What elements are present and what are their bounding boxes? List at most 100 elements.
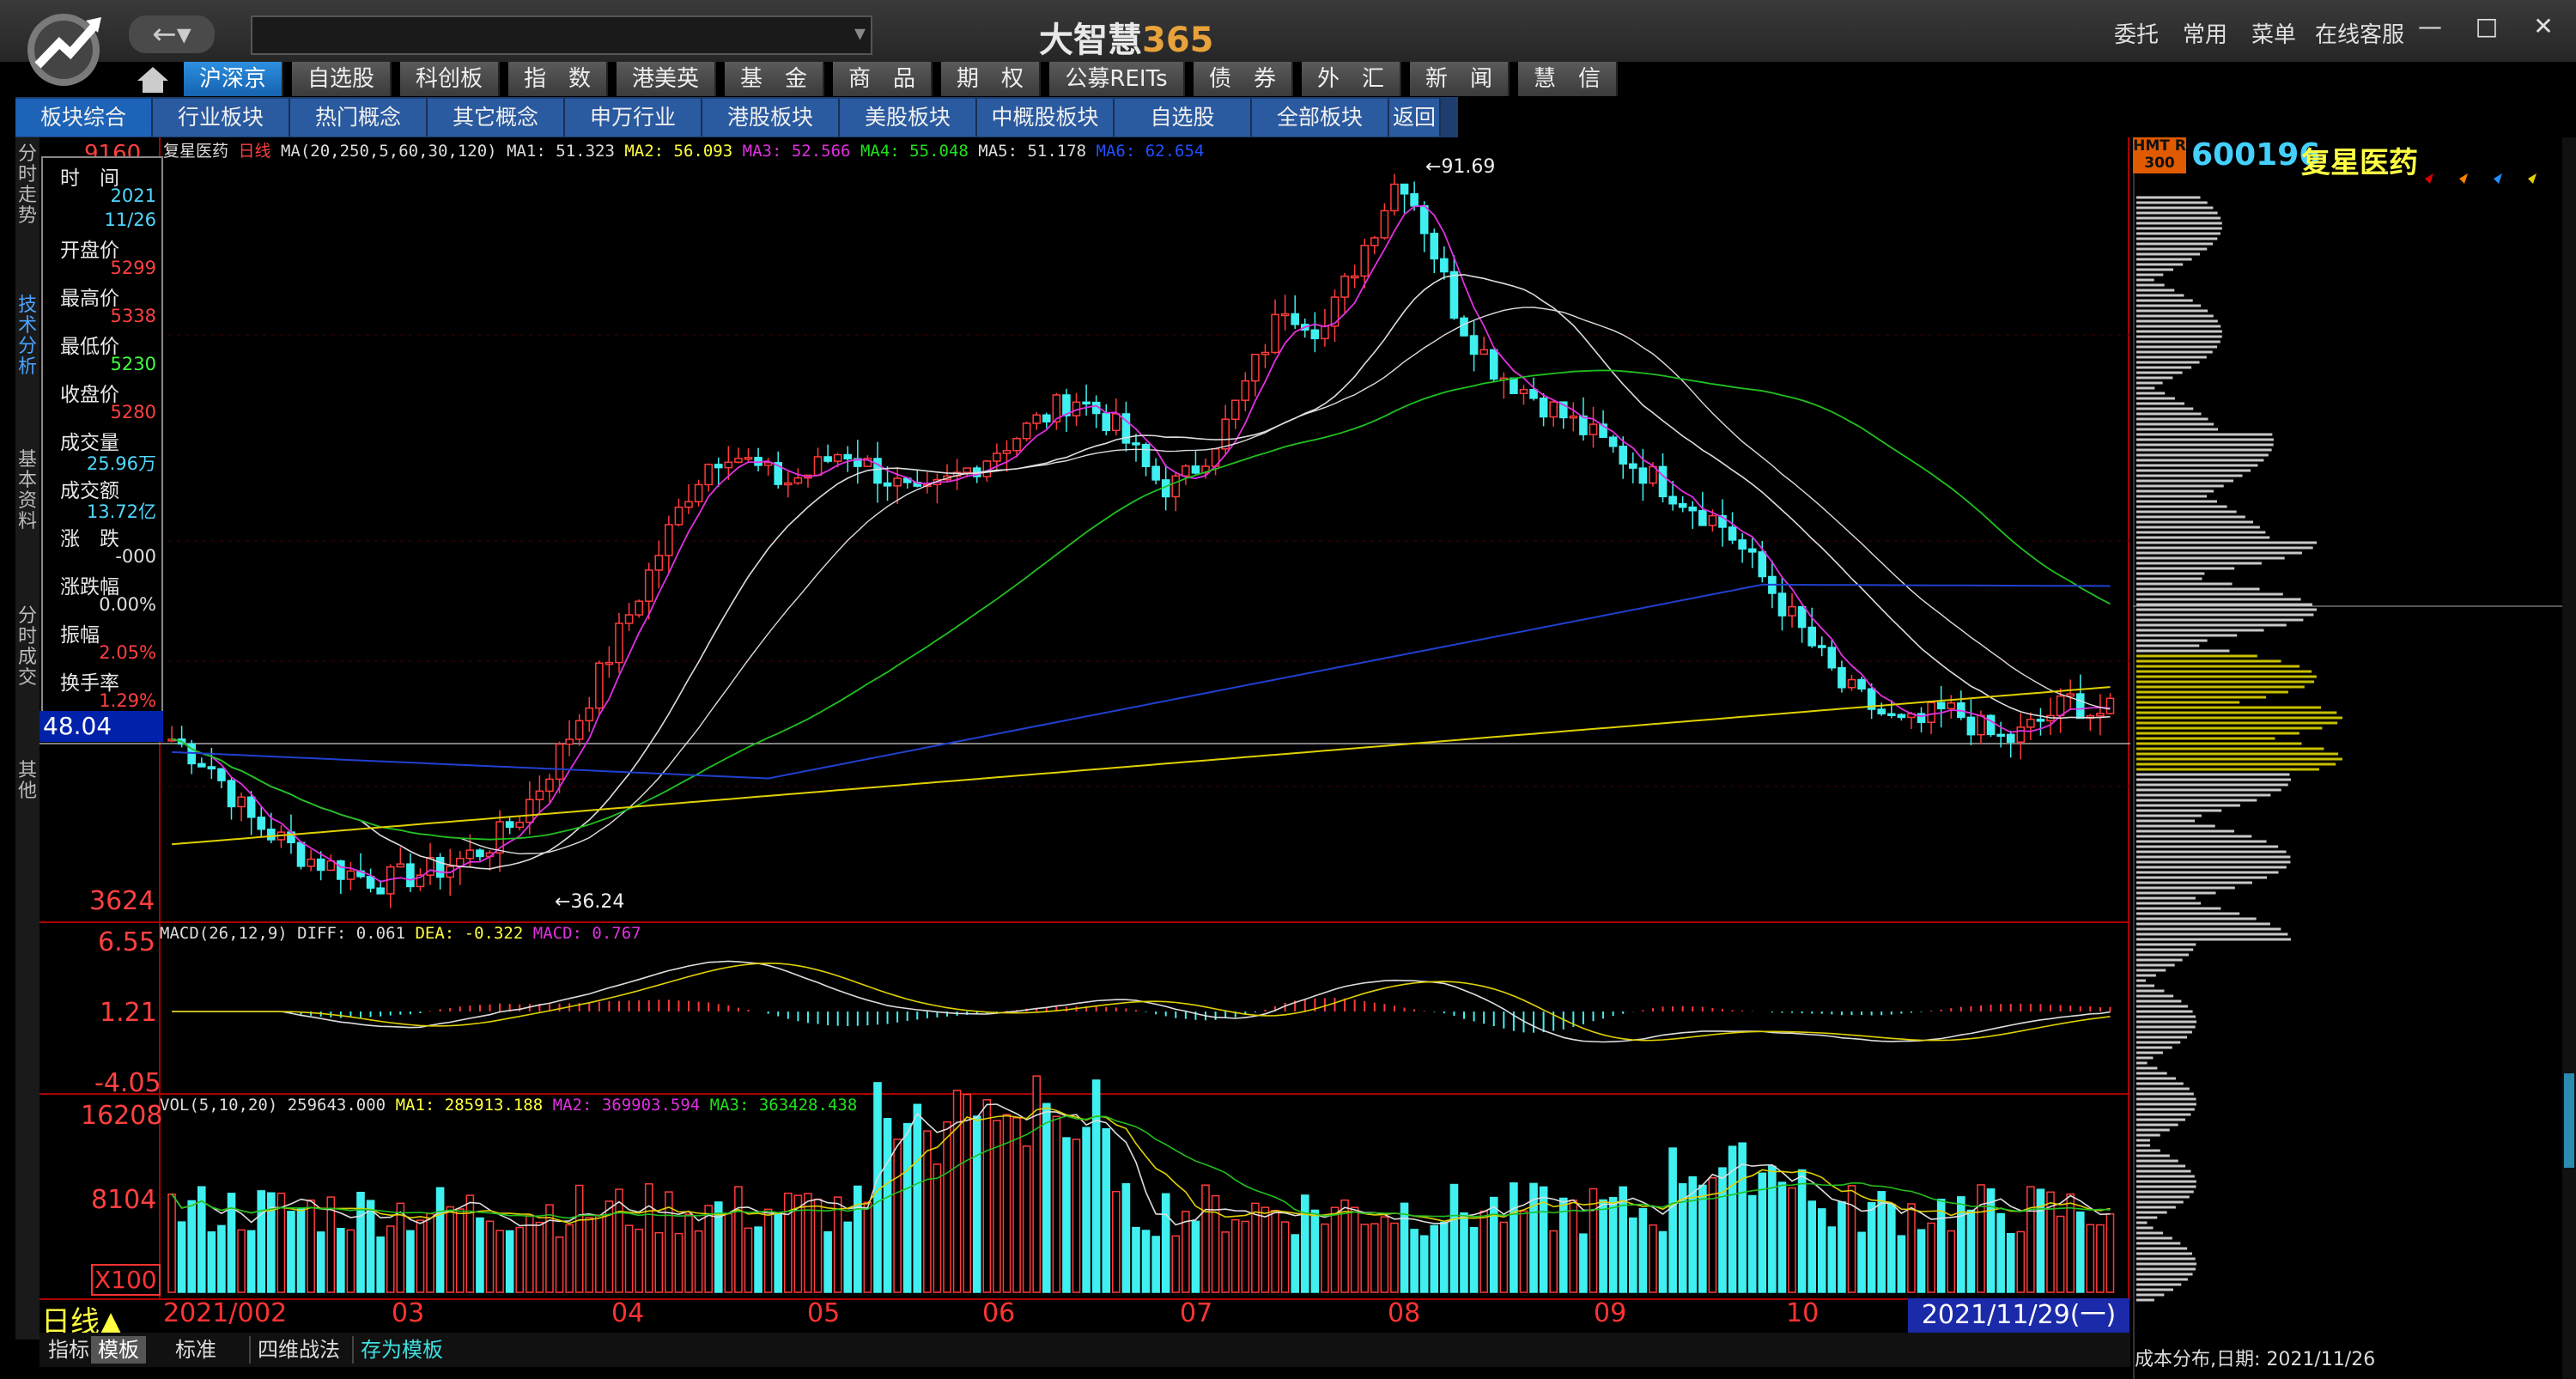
- subtab-4[interactable]: 申万行业: [565, 99, 702, 137]
- subtab-6[interactable]: 美股板块: [840, 99, 977, 137]
- volume-bar: [1668, 1147, 1677, 1293]
- candle: [1519, 388, 1528, 394]
- indicator-flag-icon: [2528, 173, 2537, 184]
- minimize-icon[interactable]: —: [2418, 12, 2442, 40]
- candle: [1440, 258, 1449, 273]
- candle: [1419, 205, 1429, 234]
- back-nav-button[interactable]: ←▾: [129, 15, 215, 53]
- subtab-0[interactable]: 板块综合: [15, 99, 153, 137]
- candle: [1230, 399, 1240, 420]
- candle: [2075, 693, 2085, 720]
- close-icon[interactable]: ✕: [2533, 12, 2554, 40]
- subtab-10[interactable]: 返回: [1389, 99, 1441, 137]
- scrollbar[interactable]: [2562, 137, 2576, 1379]
- subtab-8[interactable]: 自选股: [1115, 99, 1252, 137]
- candle: [1838, 666, 1846, 689]
- volume-bar: [1460, 1212, 1468, 1293]
- volume-bar: [1469, 1226, 1479, 1293]
- volume-bar: [1430, 1224, 1439, 1293]
- volume-bar: [1321, 1223, 1329, 1293]
- tab-8[interactable]: 公募REITs: [1049, 62, 1185, 96]
- candle: [1022, 422, 1031, 440]
- kline-chart[interactable]: [39, 137, 2130, 1298]
- tab-four-dimension[interactable]: 四维战法: [249, 1336, 347, 1364]
- tab-10[interactable]: 外 汇: [1302, 62, 1401, 96]
- volume-bar: [476, 1217, 484, 1293]
- volume-bar: [197, 1186, 206, 1293]
- left-tab-3[interactable]: 分时成交: [17, 605, 37, 689]
- candle: [1847, 678, 1856, 689]
- candle: [1917, 713, 1926, 723]
- subtab-1[interactable]: 行业板块: [153, 99, 290, 137]
- tab-2[interactable]: 科创板: [400, 62, 500, 96]
- menu-common[interactable]: 常用: [2183, 22, 2228, 48]
- volume-bar: [1599, 1199, 1607, 1293]
- volume-bar: [734, 1186, 743, 1293]
- left-tab-1[interactable]: 技术分析: [17, 295, 37, 378]
- hmt-badge[interactable]: HMT R 300: [2133, 137, 2186, 173]
- save-template-button[interactable]: 存为模板: [352, 1336, 450, 1364]
- info-label-3: 开盘价: [60, 240, 119, 262]
- tab-standard[interactable]: 标准: [175, 1338, 216, 1362]
- volume-bar: [1728, 1145, 1737, 1293]
- volume-bar: [1539, 1186, 1548, 1293]
- candle: [1569, 415, 1578, 419]
- maximize-icon[interactable]: □: [2475, 12, 2499, 40]
- candle: [1330, 296, 1340, 327]
- volume-bar: [923, 1130, 932, 1293]
- candle: [793, 477, 803, 484]
- vol-y-label-mid: 8104: [91, 1185, 157, 1215]
- chevron-down-icon[interactable]: ▾: [854, 21, 866, 46]
- subtab-5[interactable]: 港股板块: [702, 99, 840, 137]
- x-label-8: 09: [1594, 1298, 1627, 1328]
- left-tab-4[interactable]: 其他: [17, 760, 37, 802]
- left-tab-2[interactable]: 基本资料: [17, 449, 37, 532]
- menu-entrust[interactable]: 委托: [2114, 22, 2160, 48]
- search-input[interactable]: ▾: [251, 15, 872, 55]
- candle: [763, 462, 773, 466]
- info-value-11: 2.05%: [99, 642, 156, 663]
- home-icon[interactable]: [129, 62, 177, 96]
- candle: [267, 828, 276, 841]
- candle: [1977, 714, 1985, 736]
- candle: [465, 849, 475, 860]
- subtab-2[interactable]: 热门概念: [290, 99, 428, 137]
- volume-bar: [1589, 1188, 1598, 1293]
- tab-12[interactable]: 慧 信: [1518, 62, 1618, 96]
- left-tab-0[interactable]: 分时走势: [17, 143, 37, 227]
- menu-menu[interactable]: 菜单: [2251, 22, 2297, 48]
- candle: [635, 600, 643, 616]
- volume-bar: [595, 1214, 604, 1293]
- tab-template[interactable]: 模板: [91, 1336, 146, 1364]
- tab-5[interactable]: 基 金: [725, 62, 824, 96]
- tab-9[interactable]: 债 券: [1194, 62, 1293, 96]
- volume-bar: [1966, 1209, 1976, 1293]
- volume-bar: [187, 1200, 197, 1293]
- tab-0[interactable]: 沪深京: [184, 62, 283, 96]
- candle: [1678, 503, 1687, 508]
- volume-bar: [2046, 1191, 2055, 1293]
- volume-bar: [1271, 1210, 1279, 1293]
- menu-online-service[interactable]: 在线客服: [2315, 22, 2405, 48]
- tab-6[interactable]: 商 品: [833, 62, 933, 96]
- candle: [1936, 702, 1946, 710]
- candle: [1589, 423, 1598, 435]
- tab-4[interactable]: 港美英: [617, 62, 716, 96]
- stock-code: 600196: [2191, 137, 2321, 173]
- subtab-7[interactable]: 中概股板块: [977, 99, 1115, 137]
- tab-3[interactable]: 指 数: [508, 62, 608, 96]
- volume-bar: [744, 1227, 753, 1293]
- tab-1[interactable]: 自选股: [292, 62, 392, 96]
- candle: [1827, 647, 1837, 669]
- subtab-9[interactable]: 全部板块: [1252, 99, 1389, 137]
- volume-bar: [1489, 1196, 1498, 1293]
- volume-bar: [943, 1121, 951, 1293]
- volume-bar: [1360, 1224, 1370, 1293]
- subtab-3[interactable]: 其它概念: [428, 99, 565, 137]
- tab-7[interactable]: 期 权: [941, 62, 1041, 96]
- volume-bar: [2056, 1215, 2065, 1293]
- tab-11[interactable]: 新 闻: [1410, 62, 1510, 96]
- scrollbar-thumb[interactable]: [2564, 1073, 2574, 1168]
- tab-indicator[interactable]: 指标: [48, 1338, 89, 1362]
- volume-bar: [366, 1200, 375, 1293]
